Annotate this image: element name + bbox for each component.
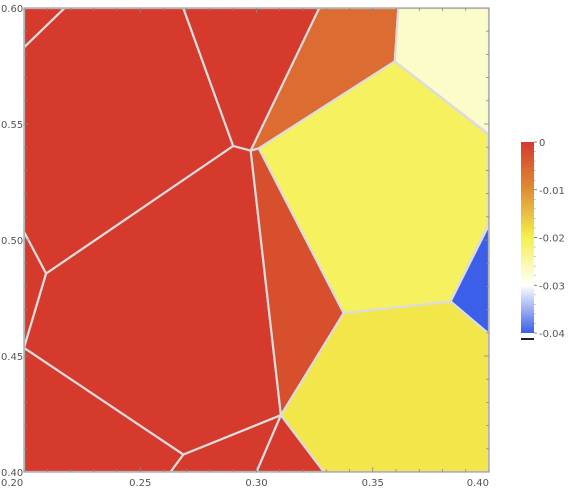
color-legend: 0 -0.01 -0.02 -0.03 -0.04 xyxy=(521,138,565,340)
y-tick-label: 0.55 xyxy=(1,120,23,131)
y-tick-label: 0.45 xyxy=(1,352,23,363)
y-tick-label: 0.50 xyxy=(1,236,23,247)
voronoi-cell-13 xyxy=(279,300,489,472)
x-tick-label: 0.35 xyxy=(362,478,384,489)
x-tick-label: 0.30 xyxy=(245,478,267,489)
legend-tick-label: -0.02 xyxy=(539,234,565,245)
legend-color-bar xyxy=(521,142,534,333)
x-tick-label: 0.40 xyxy=(467,478,489,489)
voronoi-cell-6 xyxy=(169,414,282,472)
voronoi-cells xyxy=(24,8,489,472)
legend-tick-label: 0 xyxy=(539,138,545,149)
y-tick-label: 0.60 xyxy=(1,4,23,15)
y-tick-label: 0.40 xyxy=(1,468,23,479)
voronoi-cell-5 xyxy=(24,346,185,472)
axis-tick-labels: 0.20 0.25 0.30 0.35 0.40 0.40 0.45 0.50 0.55 0.60 xyxy=(1,4,489,489)
axis-ticks xyxy=(23,7,490,473)
x-tick-label: 0.20 xyxy=(1,478,23,489)
legend-tick-label: -0.03 xyxy=(539,281,565,292)
x-tick-label: 0.25 xyxy=(129,478,151,489)
voronoi-cell-11 xyxy=(393,8,489,136)
legend-underflow-marker xyxy=(521,338,534,340)
legend-tick-label: -0.01 xyxy=(539,186,565,197)
legend-tick-label: -0.04 xyxy=(539,329,565,340)
